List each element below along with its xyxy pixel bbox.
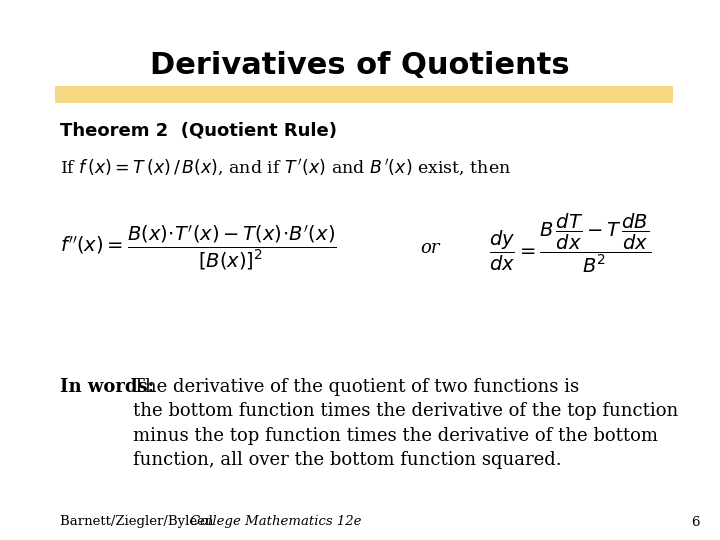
Text: Barnett/Ziegler/Byleen: Barnett/Ziegler/Byleen: [60, 516, 217, 529]
Text: College Mathematics 12e: College Mathematics 12e: [190, 516, 361, 529]
Text: If $f\,(x) = T\,(x)\,/\,B(x)$, and if $T\,'(x)$ and $B\,'(x)$ exist, then: If $f\,(x) = T\,(x)\,/\,B(x)$, and if $T…: [60, 158, 511, 178]
Text: $f''(x) = \dfrac{B(x)\!\cdot\! T'(x) - T(x)\!\cdot\! B'(x)}{[B(x)]^2}$: $f''(x) = \dfrac{B(x)\!\cdot\! T'(x) - T…: [60, 224, 336, 272]
Text: The derivative of the quotient of two functions is
the bottom function times the: The derivative of the quotient of two fu…: [133, 378, 678, 469]
Text: or: or: [420, 239, 440, 257]
Text: Derivatives of Quotients: Derivatives of Quotients: [150, 51, 570, 79]
Text: 6: 6: [691, 516, 700, 529]
Text: Theorem 2  (Quotient Rule): Theorem 2 (Quotient Rule): [60, 121, 337, 139]
Bar: [55, 86, 673, 103]
Text: In words:: In words:: [60, 378, 154, 396]
Text: $\dfrac{dy}{dx} = \dfrac{B\,\dfrac{dT}{dx} - T\,\dfrac{dB}{dx}}{B^2}$: $\dfrac{dy}{dx} = \dfrac{B\,\dfrac{dT}{d…: [489, 211, 652, 275]
